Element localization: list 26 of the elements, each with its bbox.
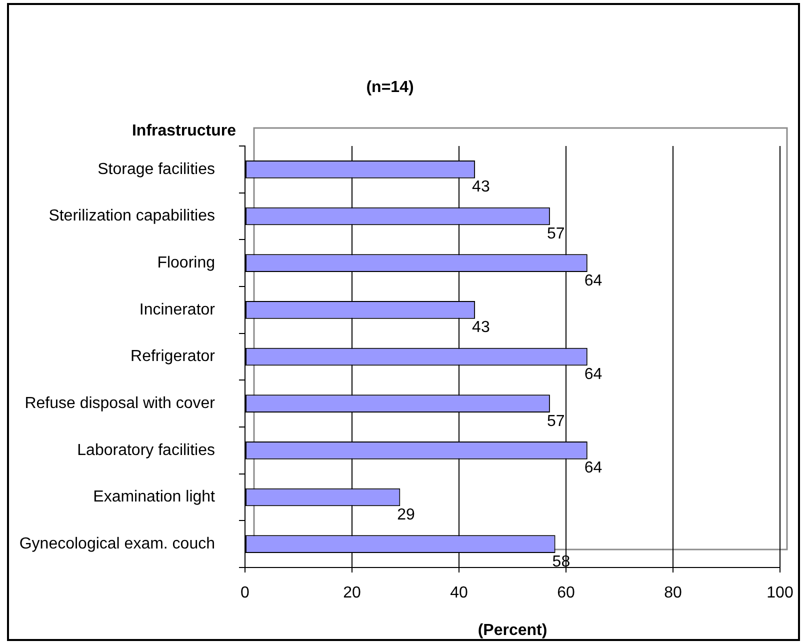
data-label: 57 <box>546 412 565 430</box>
y-tick-label: Gynecological exam. couch <box>19 535 215 552</box>
y-tick-label: Examination light <box>93 488 216 506</box>
chart-title: (n=14) <box>366 79 414 96</box>
y-tick-label: Refuse disposal with cover <box>24 394 216 412</box>
y-tick-label: Refrigerator <box>130 348 216 366</box>
x-axis-title: (Percent) <box>478 622 548 639</box>
data-label: 29 <box>397 506 416 524</box>
data-label: 64 <box>584 460 602 477</box>
data-label: 57 <box>546 226 565 243</box>
x-tick-label: 80 <box>664 584 682 602</box>
x-tick-label: 100 <box>766 584 794 602</box>
y-tick-label: Sterilization capabilities <box>48 208 215 225</box>
y-tick-label: Incinerator <box>139 301 216 318</box>
data-label: 43 <box>472 178 490 196</box>
y-tick-label: Flooring <box>157 254 215 272</box>
y-tick-label: Storage facilities <box>98 160 215 178</box>
y-tick-label: Laboratory facilities <box>77 442 215 459</box>
data-label: 64 <box>584 272 602 290</box>
data-label: 43 <box>472 319 490 336</box>
x-tick-label: 60 <box>557 584 575 602</box>
y-axis-title: Infrastructure <box>132 122 236 140</box>
x-tick-label: 20 <box>343 584 361 602</box>
data-label: 64 <box>584 366 602 384</box>
x-tick-label: 40 <box>450 584 468 602</box>
x-tick-label: 0 <box>240 584 250 602</box>
